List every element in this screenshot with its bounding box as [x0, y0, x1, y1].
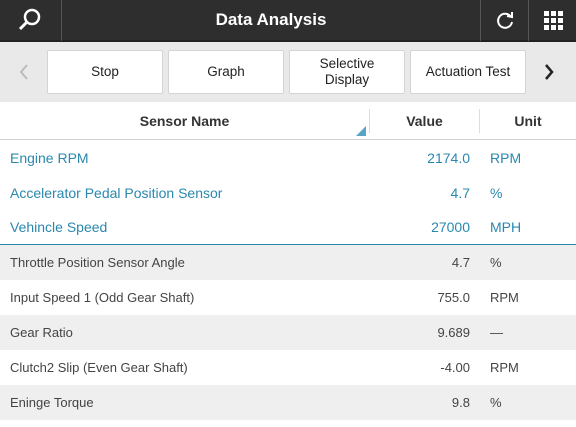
sensor-unit: RPM [490, 360, 519, 375]
chevron-right [545, 64, 554, 80]
sensor-unit: RPM [490, 290, 519, 305]
sensor-name: Input Speed 1 (Odd Gear Shaft) [10, 290, 195, 305]
sensor-name: Vehincle Speed [10, 219, 108, 235]
table-row[interactable]: Accelerator Pedal Position Sensor 4.7% [0, 175, 576, 210]
table-body: Engine RPM 2174.0 RPM Accelerator Pedal Pos… [0, 140, 576, 420]
selective-display-button[interactable]: Selective Display [289, 50, 405, 94]
sensor-value: 9.689 [437, 325, 470, 340]
sensor-name: Gear Ratio [10, 325, 73, 340]
title: Data Analysis [215, 10, 327, 29]
next-button[interactable] [531, 50, 567, 94]
table-row[interactable]: Input Speed 1 (Odd Gear Shaft) 755.0 RPM [0, 280, 576, 315]
column-header: Unit [514, 112, 542, 129]
search-button[interactable] [0, 0, 62, 41]
sensor-value: -4.00 [440, 360, 470, 375]
sensor-value: 27000 [431, 219, 470, 235]
refresh-button[interactable] [480, 0, 528, 41]
graph-button[interactable]: Graph [168, 50, 284, 94]
refresh-icon [496, 12, 513, 29]
sensor-value: 4.7 [450, 184, 470, 201]
stop-button[interactable]: Stop [47, 50, 163, 94]
sensor-unit: — [490, 325, 503, 340]
sensor-unit: RPM [490, 149, 522, 166]
sensor-value: 9.8 [451, 395, 470, 410]
column-header[interactable]: Sensor Name [0, 108, 370, 133]
table-row[interactable]: Eninge Torque 9.8% [0, 385, 576, 420]
search-icon [18, 8, 40, 31]
table-row[interactable]: Clutch2 Slip (Even Gear Shaft) -4.00 RPM [0, 350, 576, 385]
chevron-left [19, 64, 28, 80]
table-row[interactable]: Throttle Position Sensor Angle 4.7% [0, 245, 576, 280]
toolbar: Stop Graph Selective Display Actuation T… [0, 42, 576, 102]
sensor-unit: MPH [490, 219, 522, 235]
sensor-value: 2174.0 [427, 149, 470, 166]
sensor-name: Engine RPM [10, 149, 89, 166]
sensor-value: 4.7 [451, 255, 470, 270]
table-header: Sensor Name Value Unit [0, 102, 576, 140]
menu-button[interactable] [528, 0, 576, 41]
sensor-name: Eninge Torque [10, 395, 94, 410]
sensor-name: Clutch2 Slip (Even Gear Shaft) [10, 360, 188, 375]
sort-indicator [356, 126, 366, 136]
sensor-name: Accelerator Pedal Position Sensor [10, 184, 223, 201]
top-bar: Data Analysis [0, 0, 576, 42]
sensor-unit: % [490, 395, 502, 410]
sensor-unit: % [490, 255, 502, 270]
table-row[interactable]: Engine RPM 2174.0 RPM [0, 140, 576, 175]
table-row[interactable]: Vehincle Speed 27000 MPH [0, 210, 576, 245]
actuation-test-button[interactable]: Actuation Test [410, 50, 526, 94]
grid-icon [543, 11, 563, 30]
sensor-value: 755.0 [437, 290, 470, 305]
sensor-unit: % [490, 184, 503, 201]
table-row[interactable]: Gear Ratio 9.689 — [0, 315, 576, 350]
sensor-name: Throttle Position Sensor Angle [10, 255, 185, 270]
column-header: Value [370, 108, 480, 133]
prev-button[interactable] [6, 50, 42, 94]
